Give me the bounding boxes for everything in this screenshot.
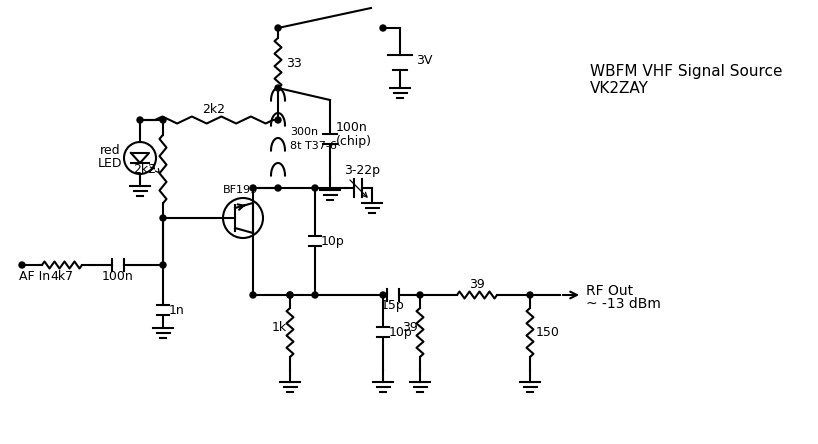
Circle shape [380, 292, 386, 298]
Text: 100n: 100n [102, 270, 134, 282]
Text: 100n: 100n [336, 120, 368, 134]
Text: 1k: 1k [272, 321, 287, 334]
Circle shape [312, 185, 318, 191]
Text: RF Out: RF Out [586, 284, 633, 298]
Text: 300n: 300n [290, 127, 318, 137]
Text: red: red [100, 143, 120, 156]
Circle shape [287, 292, 293, 298]
Text: AF In: AF In [19, 270, 50, 284]
Text: 3V: 3V [416, 53, 433, 67]
Text: 2k2: 2k2 [203, 103, 226, 115]
Circle shape [287, 292, 293, 298]
Circle shape [527, 292, 533, 298]
Text: 2k2: 2k2 [133, 163, 156, 175]
Circle shape [275, 25, 281, 31]
Text: 10p: 10p [321, 235, 344, 248]
Text: 10p: 10p [389, 326, 413, 339]
Text: 39: 39 [470, 278, 485, 290]
Text: 33: 33 [286, 56, 302, 70]
Text: WBFM VHF Signal Source
VK2ZAY: WBFM VHF Signal Source VK2ZAY [590, 64, 783, 96]
Circle shape [160, 215, 166, 221]
Circle shape [19, 262, 25, 268]
Circle shape [312, 292, 318, 298]
Text: 1n: 1n [169, 304, 185, 317]
Text: 39: 39 [402, 321, 418, 334]
Circle shape [160, 262, 166, 268]
Text: 4k7: 4k7 [51, 270, 74, 282]
Circle shape [275, 117, 281, 123]
Text: BF199: BF199 [222, 185, 258, 195]
Circle shape [160, 117, 166, 123]
Text: (chip): (chip) [336, 135, 372, 147]
Circle shape [250, 185, 256, 191]
Text: 3-22p: 3-22p [344, 163, 380, 177]
Circle shape [275, 185, 281, 191]
Circle shape [417, 292, 423, 298]
Circle shape [275, 85, 281, 91]
Circle shape [137, 117, 143, 123]
Text: ~ -13 dBm: ~ -13 dBm [586, 297, 661, 311]
Circle shape [380, 25, 386, 31]
Text: 15p: 15p [381, 300, 405, 313]
Text: 8t T37-6: 8t T37-6 [290, 141, 337, 151]
Text: 150: 150 [536, 326, 560, 339]
Text: LED: LED [97, 156, 122, 170]
Circle shape [250, 292, 256, 298]
